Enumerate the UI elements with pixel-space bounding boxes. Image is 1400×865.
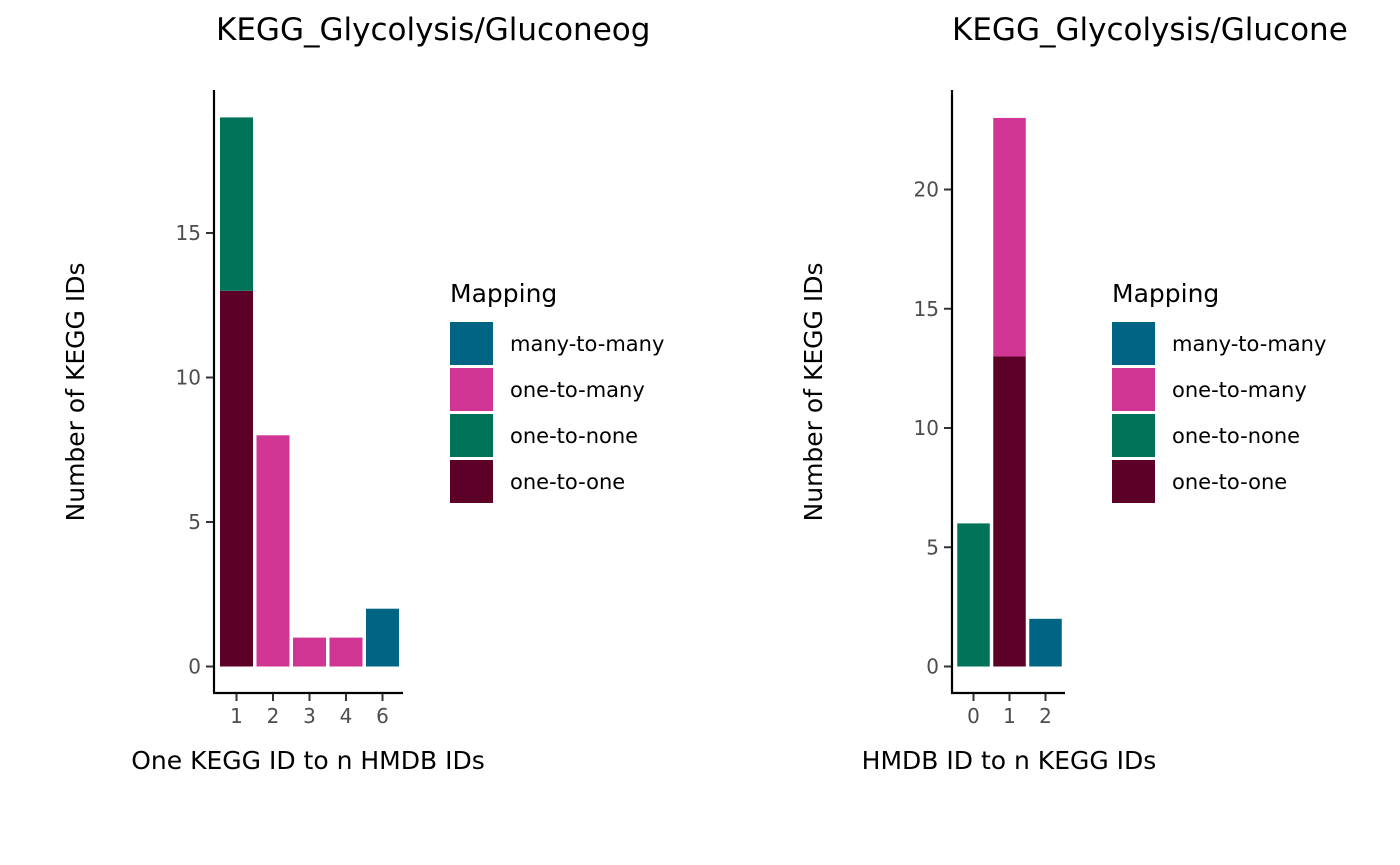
legend-swatch-one-to-none <box>450 414 493 457</box>
legend-label-one-to-many: one-to-many <box>1172 378 1307 402</box>
legend-label-one-to-none: one-to-none <box>510 424 638 448</box>
y-axis-title: Number of KEGG IDs <box>61 263 90 522</box>
bar-many-to-many-6 <box>366 608 399 667</box>
legend-label-many-to-many: many-to-many <box>510 332 664 356</box>
legend-title: Mapping <box>1112 279 1219 308</box>
bars-group <box>220 117 399 667</box>
legend-label-one-to-many: one-to-many <box>510 378 645 402</box>
legend-title: Mapping <box>450 279 557 308</box>
legend-swatch-one-to-many <box>450 368 493 411</box>
legend-swatch-many-to-many <box>450 322 493 365</box>
x-tick-label: 2 <box>267 704 280 728</box>
y-tick-label: 10 <box>176 366 201 390</box>
y-tick-label: 10 <box>914 416 939 440</box>
legend-label-many-to-many: many-to-many <box>1172 332 1326 356</box>
y-axis-ticks: 0 5 10 15 20 <box>914 178 952 679</box>
bar-one-to-none-0 <box>957 523 990 667</box>
legend-swatch-one-to-many <box>1112 368 1155 411</box>
bar-one-to-many-3 <box>293 637 326 667</box>
legend-label-one-to-one: one-to-one <box>510 470 625 494</box>
x-tick-label: 3 <box>303 704 316 728</box>
x-tick-label: 6 <box>376 704 389 728</box>
chart-title: KEGG_Glycolysis/Gluconeog <box>216 12 650 48</box>
y-axis-ticks: 0 5 10 15 <box>176 221 214 679</box>
chart-title: KEGG_Glycolysis/Glucone <box>952 12 1348 48</box>
y-tick-label: 0 <box>188 655 201 679</box>
legend-swatch-one-to-one <box>450 460 493 503</box>
x-axis-title: One KEGG ID to n HMDB IDs <box>131 746 485 775</box>
y-tick-label: 20 <box>914 178 939 202</box>
y-tick-label: 15 <box>914 297 939 321</box>
x-tick-label: 1 <box>1003 704 1016 728</box>
y-axis-title: Number of KEGG IDs <box>799 263 828 522</box>
y-tick-label: 0 <box>926 655 939 679</box>
bar-one-to-none-1 <box>220 117 253 291</box>
bars-group <box>957 117 1062 667</box>
bar-one-to-one-1 <box>993 356 1026 667</box>
bar-one-to-one-1 <box>220 290 253 667</box>
bar-one-to-many-2 <box>256 435 290 667</box>
y-tick-label: 5 <box>188 510 201 534</box>
y-tick-label: 15 <box>176 221 201 245</box>
bar-one-to-many-4 <box>329 637 363 667</box>
x-tick-label: 2 <box>1039 704 1052 728</box>
x-tick-label: 0 <box>967 704 980 728</box>
bar-one-to-many-1 <box>993 117 1026 357</box>
legend-swatch-many-to-many <box>1112 322 1155 365</box>
bar-many-to-many-2 <box>1029 618 1062 667</box>
x-axis-title: HMDB ID to n KEGG IDs <box>862 746 1157 775</box>
legend: Mapping many-to-many one-to-many one-to-no… <box>1112 279 1326 503</box>
x-tick-label: 4 <box>340 704 353 728</box>
legend-label-one-to-one: one-to-one <box>1172 470 1287 494</box>
legend-swatch-one-to-one <box>1112 460 1155 503</box>
x-tick-label: 1 <box>230 704 243 728</box>
legend-swatch-one-to-none <box>1112 414 1155 457</box>
legend: Mapping many-to-many one-to-many one-to-no… <box>450 279 664 503</box>
legend-label-one-to-none: one-to-none <box>1172 424 1300 448</box>
y-tick-label: 5 <box>926 535 939 559</box>
